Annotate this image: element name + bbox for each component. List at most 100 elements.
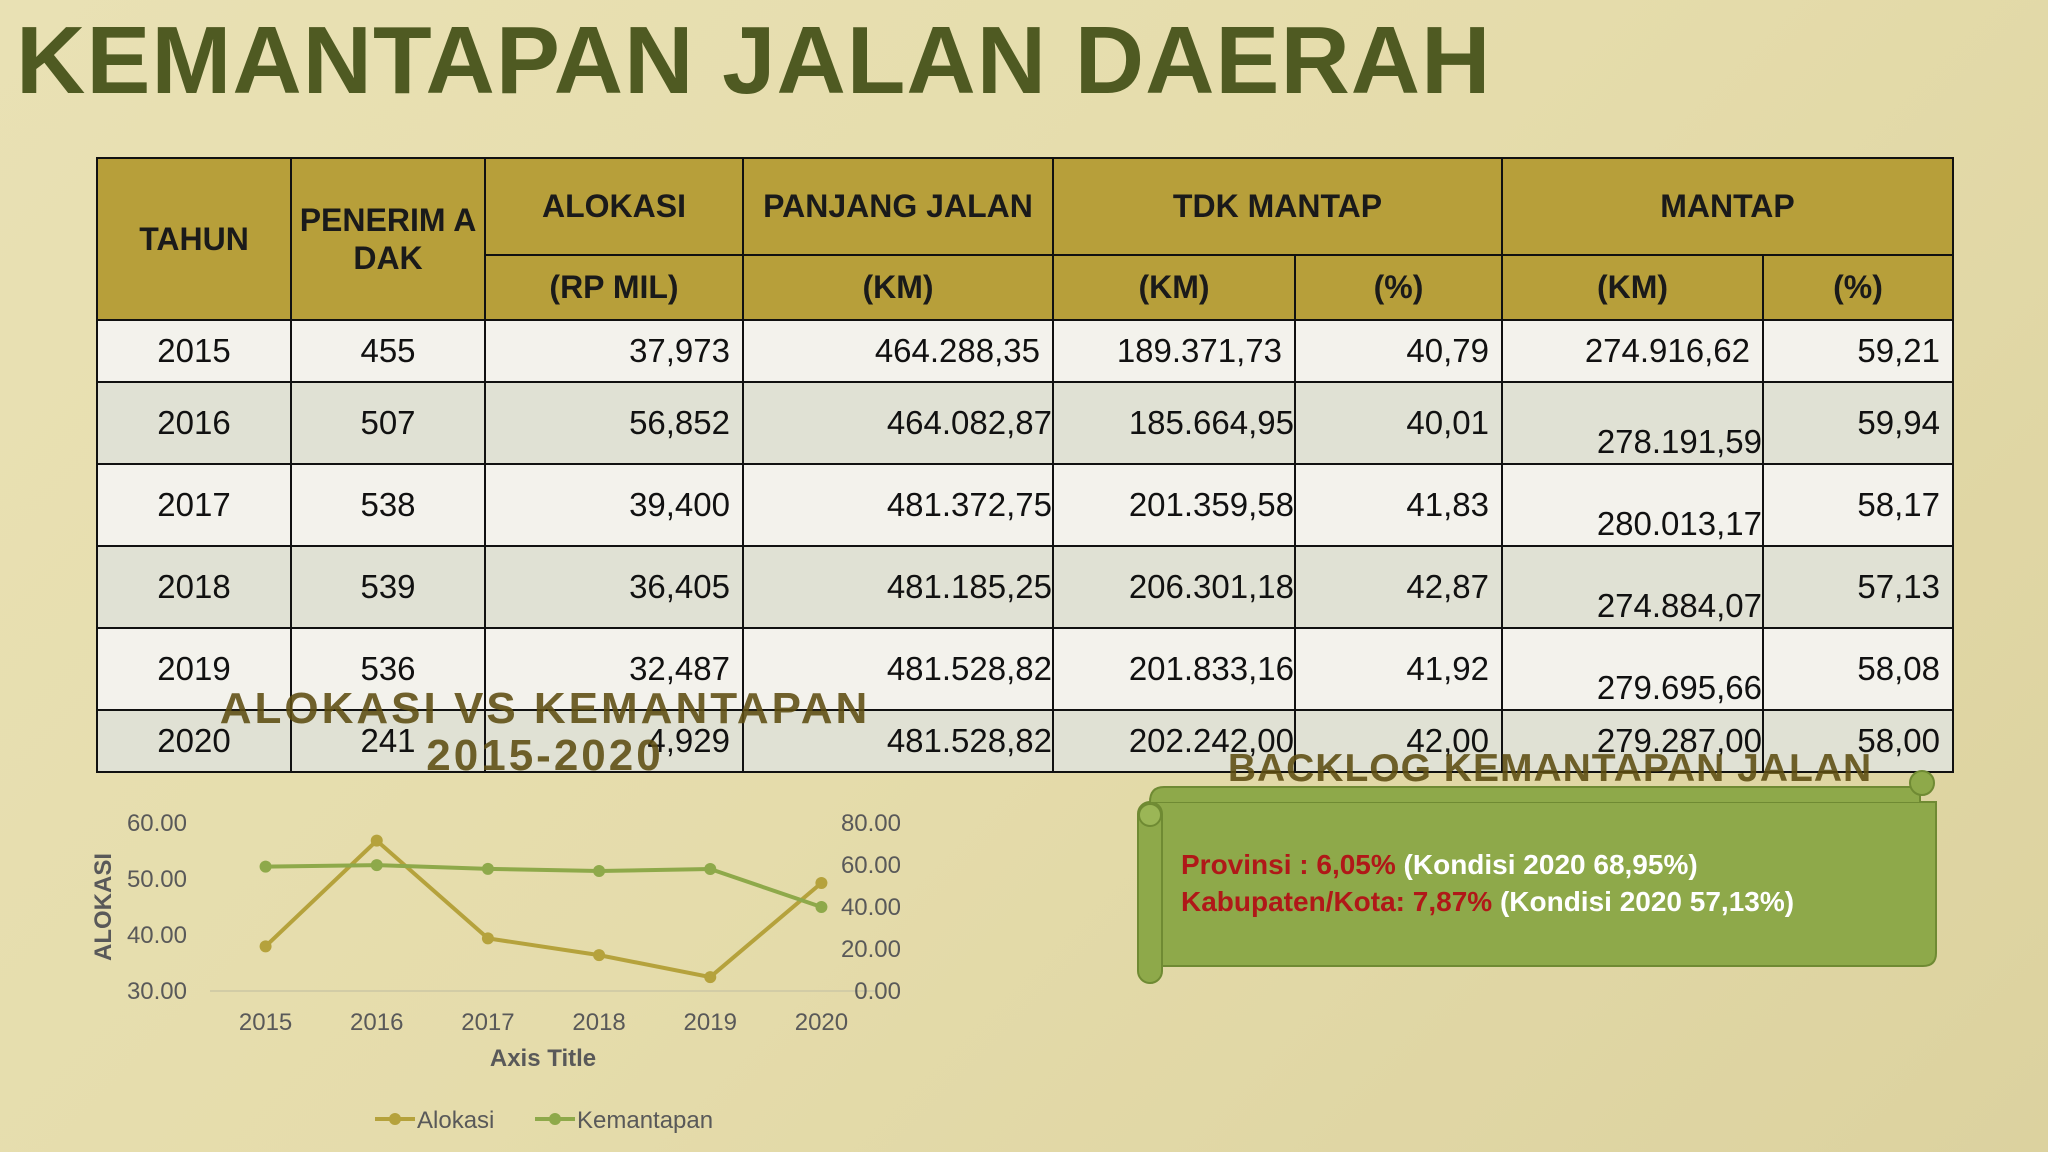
y-left-tick-label: 40.00 bbox=[127, 922, 187, 949]
backlog-title: BACKLOG KEMANTAPAN JALAN bbox=[1227, 747, 1873, 790]
x-tick-label: 2017 bbox=[461, 1009, 514, 1036]
header-tdk-km: (KM) bbox=[1052, 254, 1296, 321]
legend-label-alokasi: Alokasi bbox=[417, 1107, 494, 1134]
cell-tahun: 2017 bbox=[96, 463, 292, 547]
header-tdk-mantap: TDK MANTAP bbox=[1052, 157, 1503, 256]
cell-tahun: 2018 bbox=[96, 545, 292, 629]
header-tahun: TAHUN bbox=[96, 157, 292, 321]
data-point-alokasi bbox=[704, 971, 717, 984]
x-axis-title: Axis Title bbox=[490, 1045, 596, 1072]
data-point-kemantapan bbox=[370, 859, 383, 872]
cell-panjang: 481.372,75 bbox=[742, 463, 1054, 547]
x-tick-label: 2019 bbox=[684, 1009, 737, 1036]
header-tdk-pct: (%) bbox=[1294, 254, 1503, 321]
cell-panjang: 481.528,82 bbox=[742, 627, 1054, 711]
x-tick-label: 2020 bbox=[795, 1009, 848, 1036]
table-row: 2018 539 36,405 481.185,25 206.301,18 42… bbox=[96, 545, 1954, 629]
cell-panjang: 481.185,25 bbox=[742, 545, 1054, 629]
header-alokasi-unit: (RP MIL) bbox=[484, 254, 744, 321]
cell-tdk-km: 202.242,00 bbox=[1052, 709, 1296, 773]
table-row: 2017 538 39,400 481.372,75 201.359,58 41… bbox=[96, 463, 1954, 547]
cell-tdk-pct: 41,83 bbox=[1294, 463, 1503, 547]
cell-tdk-pct: 40,01 bbox=[1294, 381, 1503, 465]
y-left-axis-title: ALOKASI bbox=[90, 853, 117, 961]
series-line-kemantapan bbox=[265, 863, 823, 909]
chart-title: ALOKASI VS KEMANTAPAN 2015-2020 bbox=[219, 684, 871, 780]
y-left-tick-label: 60.00 bbox=[127, 810, 187, 837]
y-right-tick-label: 80.00 bbox=[841, 810, 900, 837]
data-point-kemantapan bbox=[815, 901, 828, 913]
data-point-kemantapan bbox=[259, 860, 272, 873]
cell-penerima: 539 bbox=[290, 545, 486, 629]
header-alokasi: ALOKASI bbox=[484, 157, 744, 256]
cell-mantap-pct: 58,00 bbox=[1762, 709, 1954, 773]
kabupaten-label: Kabupaten/Kota: 7,87% bbox=[1181, 886, 1493, 917]
header-panjang-unit: (KM) bbox=[742, 254, 1054, 321]
cell-alokasi: 36,405 bbox=[484, 545, 744, 629]
cell-tdk-pct: 42,87 bbox=[1294, 545, 1503, 629]
legend-marker-alokasi bbox=[389, 1113, 401, 1125]
table-row: 2016 507 56,852 464.082,87 185.664,95 40… bbox=[96, 381, 1954, 465]
cell-tahun: 2016 bbox=[96, 381, 292, 465]
cell-tdk-km: 201.833,16 bbox=[1052, 627, 1296, 711]
data-point-kemantapan bbox=[593, 865, 606, 878]
y-right-tick-label: 20.00 bbox=[841, 936, 900, 963]
legend-marker-kemantapan bbox=[549, 1113, 561, 1125]
cell-mantap-pct: 57,13 bbox=[1762, 545, 1954, 629]
cell-tahun: 2020 bbox=[96, 709, 292, 773]
page-title: KEMANTAPAN JALAN DAERAH bbox=[16, 7, 1492, 114]
backlog-text: Provinsi : 6,05% (Kondisi 2020 68,95%) K… bbox=[1181, 846, 1794, 920]
header-panjang: PANJANG JALAN bbox=[742, 157, 1054, 256]
data-point-kemantapan bbox=[704, 863, 717, 876]
scroll-banner bbox=[1137, 770, 1937, 984]
cell-mantap-km: 280.013,17 bbox=[1501, 463, 1764, 547]
data-point-alokasi bbox=[593, 949, 606, 962]
header-mantap-km: (KM) bbox=[1501, 254, 1764, 321]
cell-alokasi: 37,973 bbox=[484, 319, 744, 383]
cell-mantap-pct: 59,21 bbox=[1762, 319, 1954, 383]
backlog-line-kabupaten: Kabupaten/Kota: 7,87% (Kondisi 2020 57,1… bbox=[1181, 883, 1794, 920]
cell-tdk-km: 185.664,95 bbox=[1052, 381, 1296, 465]
data-point-kemantapan bbox=[481, 862, 494, 875]
backlog-line-provinsi: Provinsi : 6,05% (Kondisi 2020 68,95%) bbox=[1181, 846, 1794, 883]
cell-panjang: 481.528,82 bbox=[742, 709, 1054, 773]
cell-mantap-pct: 58,17 bbox=[1762, 463, 1954, 547]
table-row: 2020 241 4,929 481.528,82 202.242,00 42,… bbox=[96, 709, 1954, 773]
y-right-tick-label: 40.00 bbox=[841, 894, 900, 921]
cell-alokasi: 4,929 bbox=[484, 709, 744, 773]
provinsi-label: Provinsi : 6,05% bbox=[1181, 849, 1396, 880]
cell-alokasi: 56,852 bbox=[484, 381, 744, 465]
data-point-alokasi bbox=[370, 834, 383, 847]
cell-mantap-km: 274.884,07 bbox=[1501, 545, 1764, 629]
kabupaten-note: (Kondisi 2020 57,13%) bbox=[1492, 886, 1795, 917]
cell-mantap-km: 278.191,59 bbox=[1501, 381, 1764, 465]
table-row: 2015 455 37,973 464.288,35 189.371,73 40… bbox=[96, 319, 1954, 383]
header-mantap: MANTAP bbox=[1501, 157, 1954, 256]
header-mantap-pct: (%) bbox=[1762, 254, 1954, 321]
cell-panjang: 464.288,35 bbox=[742, 319, 1054, 383]
data-point-alokasi bbox=[259, 940, 272, 953]
y-right-tick-label: 60.00 bbox=[841, 852, 900, 879]
x-tick-label: 2015 bbox=[239, 1009, 292, 1036]
cell-penerima: 455 bbox=[290, 319, 486, 383]
line-chart: 30.00 40.00 50.00 60.00 0.00 20.00 40.00 60.00 8… bbox=[90, 810, 900, 1134]
cell-tdk-km: 189.371,73 bbox=[1052, 319, 1296, 383]
cell-mantap-km: 274.916,62 bbox=[1501, 319, 1764, 383]
cell-alokasi: 32,487 bbox=[484, 627, 744, 711]
data-point-alokasi bbox=[481, 932, 494, 945]
data-table: TAHUN PENERIM A DAK ALOKASI PANJANG JALA… bbox=[96, 157, 1954, 773]
cell-mantap-pct: 59,94 bbox=[1762, 381, 1954, 465]
x-tick-label: 2016 bbox=[350, 1009, 403, 1036]
cell-mantap-km: 279.287,00 bbox=[1501, 709, 1764, 773]
provinsi-note: (Kondisi 2020 68,95%) bbox=[1395, 849, 1698, 880]
series-line-alokasi bbox=[264, 837, 823, 980]
x-tick-label: 2018 bbox=[572, 1009, 625, 1036]
cell-penerima: 538 bbox=[290, 463, 486, 547]
data-point-alokasi bbox=[815, 876, 828, 889]
cell-mantap-km: 279.695,66 bbox=[1501, 627, 1764, 711]
cell-penerima: 507 bbox=[290, 381, 486, 465]
cell-tdk-km: 201.359,58 bbox=[1052, 463, 1296, 547]
cell-tdk-pct: 41,92 bbox=[1294, 627, 1503, 711]
cell-alokasi: 39,400 bbox=[484, 463, 744, 547]
y-right-tick-label: 0.00 bbox=[854, 978, 900, 1005]
